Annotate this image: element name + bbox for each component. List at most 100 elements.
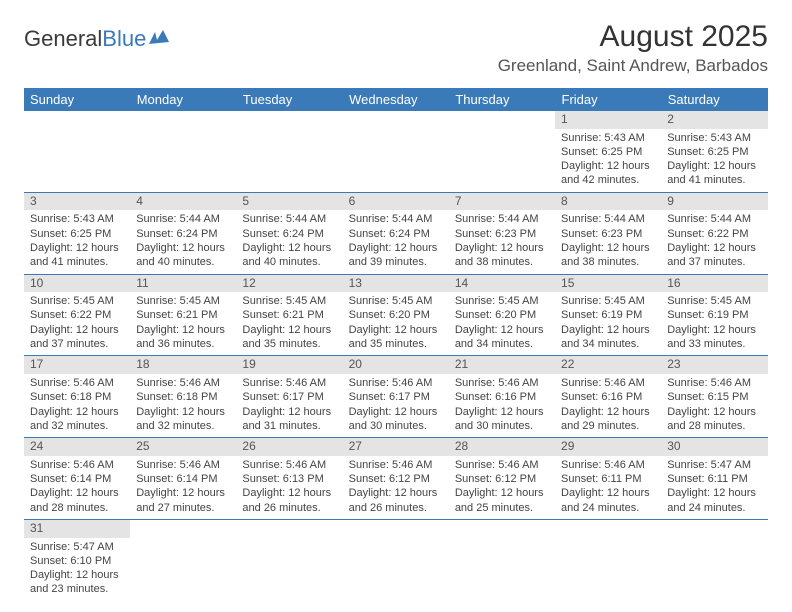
day-details: Sunrise: 5:45 AMSunset: 6:22 PMDaylight:…: [24, 292, 130, 355]
day-number: 13: [343, 275, 449, 293]
location-subtitle: Greenland, Saint Andrew, Barbados: [498, 56, 768, 76]
day-details: Sunrise: 5:45 AMSunset: 6:21 PMDaylight:…: [236, 292, 342, 355]
calendar-cell: 17Sunrise: 5:46 AMSunset: 6:18 PMDayligh…: [24, 356, 130, 438]
calendar-cell: 7Sunrise: 5:44 AMSunset: 6:23 PMDaylight…: [449, 192, 555, 274]
day-details: Sunrise: 5:44 AMSunset: 6:22 PMDaylight:…: [661, 210, 767, 273]
calendar-body: 1 Sunrise: 5:43 AMSunset: 6:25 PMDaylight…: [24, 111, 768, 601]
day-number: 6: [343, 193, 449, 211]
calendar-cell: 5Sunrise: 5:44 AMSunset: 6:24 PMDaylight…: [236, 192, 342, 274]
calendar-cell: 22Sunrise: 5:46 AMSunset: 6:16 PMDayligh…: [555, 356, 661, 438]
calendar-cell: 3Sunrise: 5:43 AMSunset: 6:25 PMDaylight…: [24, 192, 130, 274]
day-details: Sunrise: 5:44 AMSunset: 6:24 PMDaylight:…: [343, 210, 449, 273]
day-details: Sunrise: 5:46 AMSunset: 6:11 PMDaylight:…: [555, 456, 661, 519]
document-header: GeneralBlue August 2025 Greenland, Saint…: [24, 20, 768, 76]
calendar-cell: 15Sunrise: 5:45 AMSunset: 6:19 PMDayligh…: [555, 274, 661, 356]
weekday-header: Monday: [130, 88, 236, 111]
calendar-cell: 20Sunrise: 5:46 AMSunset: 6:17 PMDayligh…: [343, 356, 449, 438]
day-details: Sunrise: 5:45 AMSunset: 6:20 PMDaylight:…: [449, 292, 555, 355]
day-details: Sunrise: 5:46 AMSunset: 6:12 PMDaylight:…: [449, 456, 555, 519]
day-number: 21: [449, 356, 555, 374]
weekday-header-row: SundayMondayTuesdayWednesdayThursdayFrid…: [24, 88, 768, 111]
day-details: Sunrise: 5:44 AMSunset: 6:23 PMDaylight:…: [555, 210, 661, 273]
day-details: Sunrise: 5:46 AMSunset: 6:13 PMDaylight:…: [236, 456, 342, 519]
calendar-row: 24Sunrise: 5:46 AMSunset: 6:14 PMDayligh…: [24, 438, 768, 520]
day-number: 31: [24, 520, 130, 538]
calendar-cell: 24Sunrise: 5:46 AMSunset: 6:14 PMDayligh…: [24, 438, 130, 520]
day-number: 28: [449, 438, 555, 456]
logo: GeneralBlue: [24, 20, 171, 52]
day-details: Sunrise: 5:44 AMSunset: 6:23 PMDaylight:…: [449, 210, 555, 273]
month-title: August 2025: [498, 20, 768, 54]
weekday-header: Thursday: [449, 88, 555, 111]
calendar-cell: 13Sunrise: 5:45 AMSunset: 6:20 PMDayligh…: [343, 274, 449, 356]
weekday-header: Sunday: [24, 88, 130, 111]
calendar-cell-empty: [130, 519, 236, 600]
day-number: 22: [555, 356, 661, 374]
day-number: 30: [661, 438, 767, 456]
calendar-cell-empty: [343, 111, 449, 192]
day-details: Sunrise: 5:45 AMSunset: 6:20 PMDaylight:…: [343, 292, 449, 355]
day-details: Sunrise: 5:46 AMSunset: 6:18 PMDaylight:…: [130, 374, 236, 437]
day-details: Sunrise: 5:47 AMSunset: 6:11 PMDaylight:…: [661, 456, 767, 519]
calendar-cell: 27Sunrise: 5:46 AMSunset: 6:12 PMDayligh…: [343, 438, 449, 520]
day-number: 2: [661, 111, 767, 129]
calendar-cell: 31Sunrise: 5:47 AMSunset: 6:10 PMDayligh…: [24, 519, 130, 600]
weekday-header: Saturday: [661, 88, 767, 111]
calendar-cell-empty: [130, 111, 236, 192]
day-number: 1: [555, 111, 661, 129]
day-details: Sunrise: 5:46 AMSunset: 6:17 PMDaylight:…: [343, 374, 449, 437]
calendar-cell: 11Sunrise: 5:45 AMSunset: 6:21 PMDayligh…: [130, 274, 236, 356]
calendar-row: 3Sunrise: 5:43 AMSunset: 6:25 PMDaylight…: [24, 192, 768, 274]
calendar-cell: 8Sunrise: 5:44 AMSunset: 6:23 PMDaylight…: [555, 192, 661, 274]
calendar-cell: 29Sunrise: 5:46 AMSunset: 6:11 PMDayligh…: [555, 438, 661, 520]
day-details: Sunrise: 5:43 AMSunset: 6:25 PMDaylight:…: [24, 210, 130, 273]
day-details: Sunrise: 5:46 AMSunset: 6:16 PMDaylight:…: [555, 374, 661, 437]
weekday-header: Wednesday: [343, 88, 449, 111]
calendar-table: SundayMondayTuesdayWednesdayThursdayFrid…: [24, 88, 768, 601]
calendar-cell: 9Sunrise: 5:44 AMSunset: 6:22 PMDaylight…: [661, 192, 767, 274]
calendar-cell: 26Sunrise: 5:46 AMSunset: 6:13 PMDayligh…: [236, 438, 342, 520]
calendar-cell-empty: [24, 111, 130, 192]
day-number: 18: [130, 356, 236, 374]
day-details: Sunrise: 5:47 AMSunset: 6:10 PMDaylight:…: [24, 538, 130, 601]
calendar-row: 17Sunrise: 5:46 AMSunset: 6:18 PMDayligh…: [24, 356, 768, 438]
calendar-cell: 25Sunrise: 5:46 AMSunset: 6:14 PMDayligh…: [130, 438, 236, 520]
day-number: 26: [236, 438, 342, 456]
day-details: Sunrise: 5:45 AMSunset: 6:21 PMDaylight:…: [130, 292, 236, 355]
calendar-cell: 21Sunrise: 5:46 AMSunset: 6:16 PMDayligh…: [449, 356, 555, 438]
day-number: 27: [343, 438, 449, 456]
calendar-cell: 28Sunrise: 5:46 AMSunset: 6:12 PMDayligh…: [449, 438, 555, 520]
calendar-cell: 30Sunrise: 5:47 AMSunset: 6:11 PMDayligh…: [661, 438, 767, 520]
day-details: Sunrise: 5:44 AMSunset: 6:24 PMDaylight:…: [130, 210, 236, 273]
day-details: Sunrise: 5:46 AMSunset: 6:18 PMDaylight:…: [24, 374, 130, 437]
day-number: 9: [661, 193, 767, 211]
calendar-cell-empty: [343, 519, 449, 600]
day-number: 24: [24, 438, 130, 456]
calendar-cell-empty: [236, 519, 342, 600]
title-block: August 2025 Greenland, Saint Andrew, Bar…: [498, 20, 768, 76]
day-number: 15: [555, 275, 661, 293]
calendar-row: 1Sunrise: 5:43 AMSunset: 6:25 PMDaylight…: [24, 111, 768, 192]
day-number: 16: [661, 275, 767, 293]
calendar-row: 10Sunrise: 5:45 AMSunset: 6:22 PMDayligh…: [24, 274, 768, 356]
calendar-cell: 19Sunrise: 5:46 AMSunset: 6:17 PMDayligh…: [236, 356, 342, 438]
flag-icon: [149, 26, 171, 52]
calendar-cell-empty: [449, 111, 555, 192]
day-number: 5: [236, 193, 342, 211]
day-number: 19: [236, 356, 342, 374]
calendar-cell-empty: [236, 111, 342, 192]
calendar-cell: 12Sunrise: 5:45 AMSunset: 6:21 PMDayligh…: [236, 274, 342, 356]
calendar-cell: 4Sunrise: 5:44 AMSunset: 6:24 PMDaylight…: [130, 192, 236, 274]
day-number: 10: [24, 275, 130, 293]
day-details: Sunrise: 5:46 AMSunset: 6:17 PMDaylight:…: [236, 374, 342, 437]
weekday-header: Tuesday: [236, 88, 342, 111]
calendar-row: 31Sunrise: 5:47 AMSunset: 6:10 PMDayligh…: [24, 519, 768, 600]
calendar-cell-empty: [661, 519, 767, 600]
day-number: 7: [449, 193, 555, 211]
day-number: 4: [130, 193, 236, 211]
calendar-cell: 14Sunrise: 5:45 AMSunset: 6:20 PMDayligh…: [449, 274, 555, 356]
day-number: 12: [236, 275, 342, 293]
day-details: Sunrise: 5:45 AMSunset: 6:19 PMDaylight:…: [555, 292, 661, 355]
day-details: Sunrise: 5:46 AMSunset: 6:14 PMDaylight:…: [130, 456, 236, 519]
day-number: 14: [449, 275, 555, 293]
